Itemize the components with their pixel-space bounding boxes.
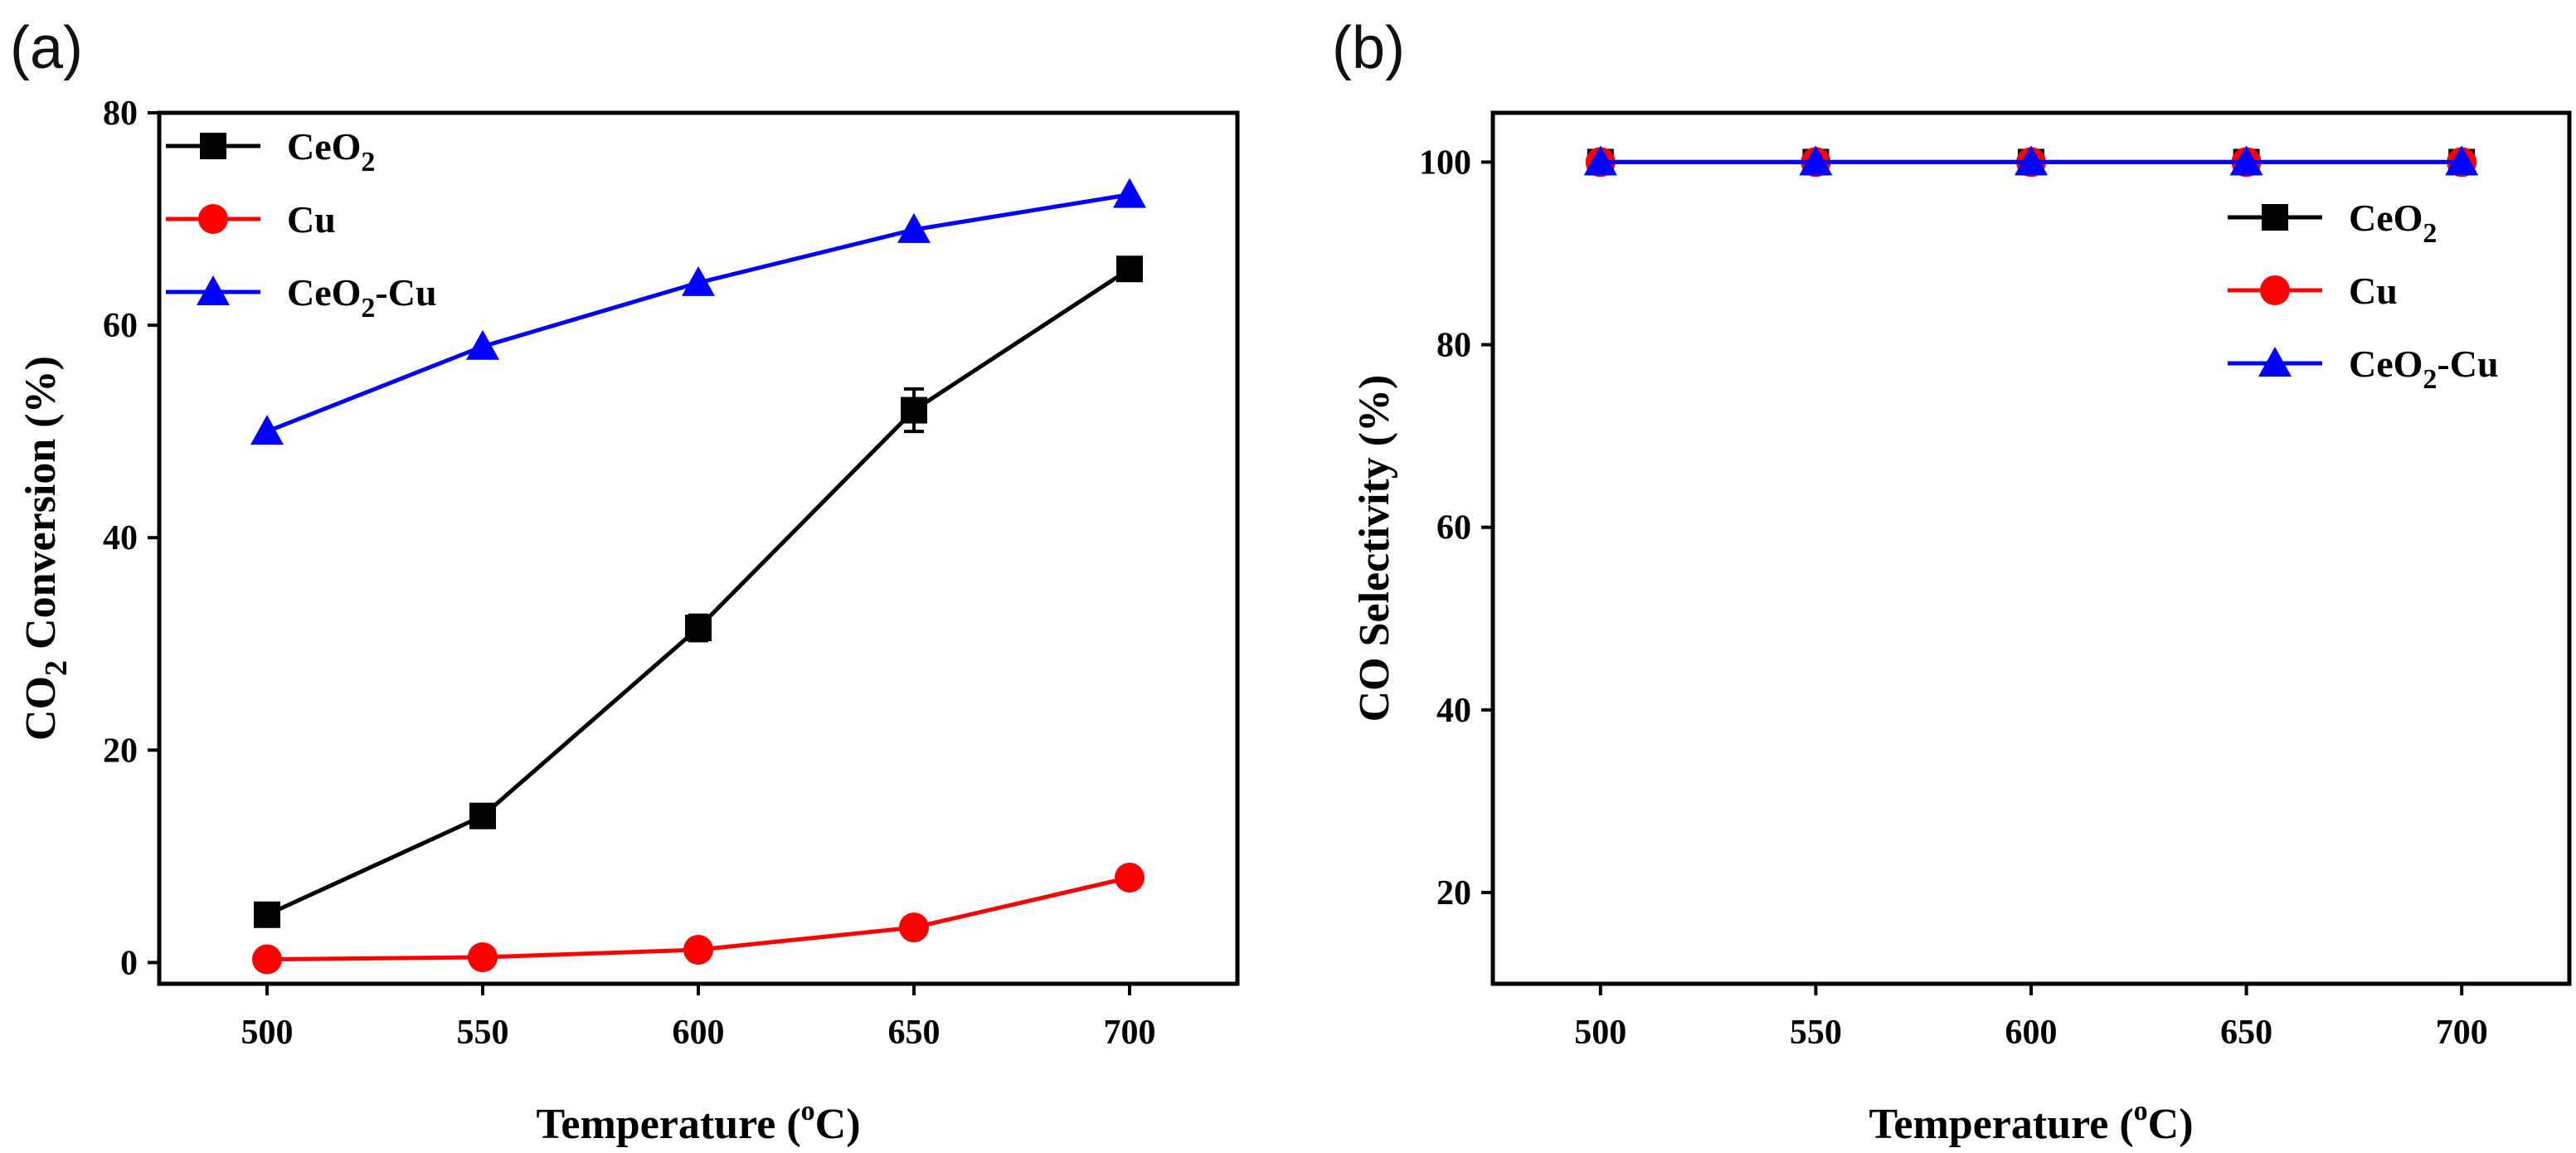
legend-label-main: CeO [2349,197,2423,239]
x-axis-title: Temperature (oC) [536,1096,860,1148]
data-point [901,396,927,424]
panel-label: (a) [10,15,83,81]
data-point [254,901,280,928]
data-point [468,941,498,972]
panel-b-chart: (b) 500 550 600 650 700 20 40 60 80 100 Temperature… [1332,15,2572,1148]
data-point [250,415,284,445]
legend-label-main: CeO [287,125,361,168]
data-point [897,212,931,243]
x-tick-label: 500 [241,1014,294,1052]
legend-label: CeO2-Cu [287,271,437,324]
series-ceo2-cu [1583,145,2479,176]
legend-marker [2260,275,2290,305]
y-axis-title-main: CO [17,676,65,741]
y-axis-title: CO Selectivity (%) [1351,375,1398,722]
y-tick-label: 40 [103,519,138,557]
x-axis-title: Temperature (oC) [1869,1096,2193,1148]
x-tick-label: 500 [1574,1014,1626,1052]
data-point [2229,145,2263,176]
y-tick-label: 20 [103,732,138,770]
data-point [2445,145,2479,176]
legend-label-main: Cu [287,198,336,241]
legend-label: CeO2-Cu [2349,343,2499,395]
legend-marker [2262,204,2288,231]
data-point [1113,178,1146,208]
x-axis-title-main: Temperature ( [536,1101,800,1148]
x-axis-title-sup: o [2134,1096,2148,1126]
data-point [466,329,499,360]
legend-label-main: CeO [2349,343,2423,385]
legend-label: Cu [2349,270,2398,312]
plot-frame [157,110,1240,986]
legend-label-sub: 2 [2423,364,2437,395]
data-point [252,944,282,975]
legend-label-main: Cu [2349,270,2398,312]
y-axis-title-main: CO Selectivity (%) [1351,375,1398,722]
legend-marker [197,275,230,305]
plot-frame [1490,110,2572,986]
legend-label-tail: -Cu [375,271,436,314]
data-point [1116,255,1143,283]
y-axis-title-sub: 2 [39,660,74,676]
x-axis-title-main: Temperature ( [1869,1101,2133,1148]
series-ceo2 [254,255,1143,928]
data-point [469,802,496,829]
y-tick-label: 40 [1436,692,1471,730]
legend-label-main: CeO [287,271,361,314]
legend-label: CeO2 [287,125,375,178]
x-tick-label: 550 [1790,1014,1842,1052]
y-tick-label: 60 [1436,509,1471,547]
data-point [1583,145,1617,176]
legend-label-tail: -Cu [2437,343,2498,385]
panel-a-chart: (a) 500 550 600 650 700 0 20 40 60 80 Temperature (… [10,15,1240,1148]
data-point [683,935,713,966]
legend-label: CeO2 [2349,197,2437,249]
data-point [685,615,712,642]
data-point [1115,862,1145,893]
series-ceo2-cu [250,178,1146,445]
legend-marker [198,204,228,234]
legend-label-sub: 2 [2423,218,2437,249]
x-axis-title-tail: C) [2148,1101,2194,1148]
y-tick-label: 80 [1436,327,1471,365]
panel-label: (b) [1332,15,1405,81]
legend-marker [2258,347,2292,377]
x-tick-label: 700 [1104,1014,1156,1052]
x-tick-label: 550 [457,1014,509,1052]
y-axis-title: CO2 Conversion (%) [17,356,74,741]
y-tick-label: 60 [103,307,138,345]
legend-label-sub: 2 [361,147,375,178]
x-tick-label: 600 [673,1014,725,1052]
x-axis-title-tail: C) [815,1101,861,1148]
y-tick-label: 20 [1436,874,1471,912]
legend-marker [200,133,226,159]
y-axis-title-tail: Conversion (%) [17,356,65,660]
data-point [2015,145,2048,176]
x-axis-title-sup: o [801,1096,815,1126]
y-tick-label: 80 [103,95,138,133]
data-point [682,265,715,296]
y-tick-label: 100 [1419,144,1471,182]
data-point [899,912,929,943]
series-line [265,267,1131,917]
y-tick-label: 0 [120,944,138,982]
x-tick-label: 650 [2220,1014,2272,1052]
x-tick-label: 600 [2005,1014,2058,1052]
data-point [1799,145,1833,176]
x-tick-label: 700 [2436,1014,2488,1052]
legend-label-sub: 2 [361,293,375,324]
series-cu [252,862,1145,975]
legend-label: Cu [287,198,336,241]
x-tick-label: 650 [888,1014,940,1052]
